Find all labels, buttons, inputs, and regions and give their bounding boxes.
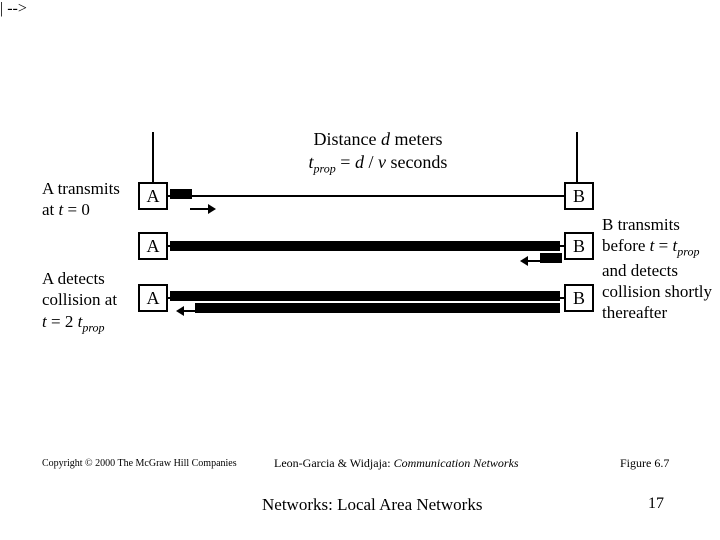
arrow-row2-head [520, 256, 528, 266]
slide-title: Networks: Local Area Networks [262, 495, 482, 515]
label-b-transmits: B transmits before t = tprop and detects… [602, 214, 720, 323]
tx-a-row2 [170, 241, 560, 251]
footer-copyright: Copyright © 2000 The McGraw Hill Compani… [42, 458, 237, 469]
node-a-row1: A [138, 182, 168, 210]
arrow-row1-head [208, 204, 216, 214]
distance-title: Distance d meters tprop = d / ν seconds [268, 128, 488, 178]
node-a-row2: A [138, 232, 168, 260]
tx-a-row1 [170, 189, 192, 199]
arrow-row3-head [176, 306, 184, 316]
node-b-row3: B [564, 284, 594, 312]
footer-center: Leon-Garcia & Widjaja: Communication Net… [274, 456, 519, 471]
arrow-row1-shaft [190, 208, 208, 210]
tx-b-row2 [540, 253, 562, 263]
node-b-row1: B [564, 182, 594, 210]
label-a-detects: A detects collision at t = 2 tprop [42, 268, 137, 335]
node-b-row2: B [564, 232, 594, 260]
node-a-row3: A [138, 284, 168, 312]
page-number: 17 [648, 495, 664, 513]
tx-b-row3 [195, 303, 560, 313]
label-a-transmits: A transmits at t = 0 [42, 178, 137, 221]
tx-a-row3 [170, 291, 560, 301]
footer-figure: Figure 6.7 [620, 456, 669, 471]
link-row1 [168, 195, 564, 197]
